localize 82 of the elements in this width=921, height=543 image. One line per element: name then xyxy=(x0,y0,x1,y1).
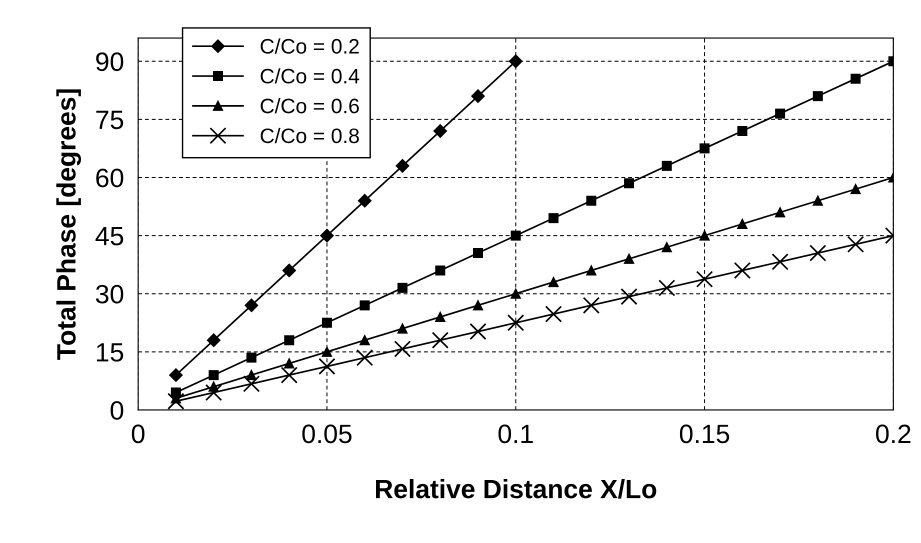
y-tick-label: 60 xyxy=(96,168,124,188)
x-tick-label: 0.2 xyxy=(876,424,910,444)
point xyxy=(586,196,596,206)
y-tick-label: 30 xyxy=(96,284,124,304)
point xyxy=(545,306,562,323)
point xyxy=(396,159,410,173)
point xyxy=(318,358,336,375)
point xyxy=(284,358,294,368)
point xyxy=(700,143,710,154)
point xyxy=(244,298,258,312)
point xyxy=(320,228,334,242)
y-tick-label: 45 xyxy=(96,227,124,246)
point xyxy=(548,213,559,224)
point xyxy=(772,253,789,270)
point xyxy=(435,265,446,276)
point xyxy=(775,108,786,119)
point xyxy=(662,242,672,252)
point xyxy=(358,194,372,208)
point xyxy=(507,314,524,332)
point xyxy=(737,218,748,229)
point xyxy=(432,332,449,349)
point xyxy=(662,160,672,171)
y-tick-label: 15 xyxy=(96,343,124,362)
point xyxy=(812,196,823,206)
x-axis-title: Relative Distance X/Lo xyxy=(376,479,656,499)
point xyxy=(624,178,634,188)
point xyxy=(322,318,332,328)
point xyxy=(242,375,260,392)
point xyxy=(734,262,751,279)
point xyxy=(472,248,483,258)
point xyxy=(356,349,374,366)
y-tick-label: 0 xyxy=(110,401,124,420)
point xyxy=(397,324,408,334)
point xyxy=(850,74,861,84)
point xyxy=(624,254,634,264)
point xyxy=(582,296,600,314)
point xyxy=(850,184,861,194)
point xyxy=(510,288,521,299)
point xyxy=(167,392,184,410)
point xyxy=(284,335,294,346)
point xyxy=(470,323,486,340)
x-tick-label: 0.05 xyxy=(302,424,352,444)
point xyxy=(812,91,823,102)
point xyxy=(548,277,559,288)
legend-label: C/Co = 0.8 xyxy=(260,128,359,144)
legend-label: C/Co = 0.2 xyxy=(260,38,359,54)
point xyxy=(434,124,447,138)
point xyxy=(809,244,826,262)
point xyxy=(169,368,183,382)
x-tick-label: 0.15 xyxy=(680,424,730,444)
point xyxy=(435,312,446,322)
point xyxy=(394,340,411,358)
point xyxy=(586,265,596,276)
x-tick-label: 0.1 xyxy=(498,424,533,444)
y-tick-label: 75 xyxy=(96,110,124,130)
legend-label: C/Co = 0.6 xyxy=(260,98,359,114)
point xyxy=(322,346,332,357)
point xyxy=(360,300,370,310)
point xyxy=(775,207,786,218)
point xyxy=(208,370,219,380)
point xyxy=(246,370,256,380)
point xyxy=(658,279,676,296)
point xyxy=(206,333,220,347)
point xyxy=(246,352,256,363)
point xyxy=(737,126,748,136)
point xyxy=(360,335,370,346)
x-tick-label: 0 xyxy=(132,424,144,444)
point xyxy=(509,54,522,68)
point xyxy=(620,288,638,306)
point xyxy=(847,236,864,253)
point xyxy=(700,230,710,241)
y-axis-title: Total Phase [degrees] xyxy=(56,89,82,360)
point xyxy=(510,230,521,241)
point xyxy=(397,282,408,293)
point xyxy=(205,384,222,402)
y-tick-label: 90 xyxy=(96,52,124,72)
point xyxy=(696,270,714,288)
point xyxy=(471,89,485,103)
point xyxy=(472,300,483,310)
point xyxy=(280,366,298,384)
point xyxy=(282,264,296,278)
legend-label: C/Co = 0.4 xyxy=(260,68,360,84)
